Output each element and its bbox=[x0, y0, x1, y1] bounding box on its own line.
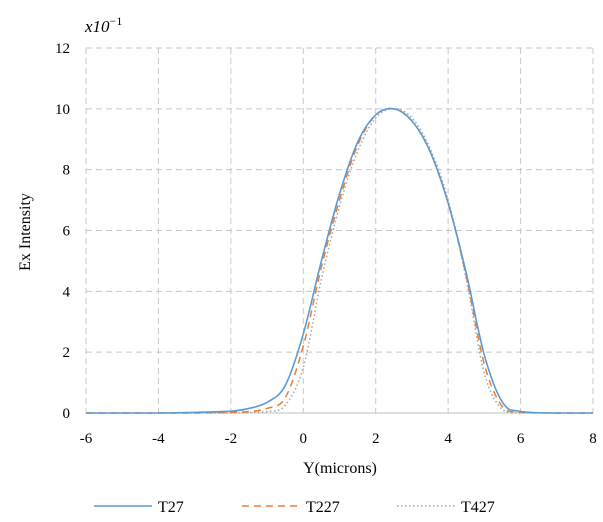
x-tick-label: 6 bbox=[517, 431, 525, 447]
legend-label-t227: T227 bbox=[306, 499, 340, 516]
multiplier-base: x10 bbox=[84, 17, 110, 36]
x-tick-label: -4 bbox=[152, 431, 165, 447]
series-line-t27 bbox=[85, 107, 593, 414]
y-axis-title: Ex Intensity bbox=[17, 193, 34, 271]
x-tick-label: -6 bbox=[80, 431, 93, 447]
tick-labels: 0 2 4 6 8 10 12 -6 -4 -2 0 2 4 6 8 bbox=[55, 41, 597, 447]
legend-label-t427: T427 bbox=[461, 499, 495, 516]
y-tick-label: 2 bbox=[63, 345, 71, 361]
y-tick-label: 6 bbox=[63, 224, 71, 240]
x-tick-label: 4 bbox=[444, 431, 452, 447]
x-tick-label: 0 bbox=[300, 431, 308, 447]
y-tick-label: 12 bbox=[55, 41, 70, 57]
x-axis-title: Y(microns) bbox=[303, 460, 377, 477]
y-tick-label: 10 bbox=[55, 102, 70, 118]
y-tick-label: 4 bbox=[63, 284, 71, 300]
x-tick-label: 8 bbox=[589, 431, 597, 447]
x-tick-label: 2 bbox=[372, 431, 380, 447]
x-tick-label: -2 bbox=[225, 431, 238, 447]
series-lines bbox=[85, 107, 593, 414]
legend-label-t27: T27 bbox=[158, 499, 184, 516]
legend: T27 T227 T427 bbox=[94, 499, 495, 516]
y-axis-multiplier: x10−1 bbox=[84, 14, 122, 36]
series-line-t427 bbox=[85, 108, 593, 414]
grid bbox=[85, 47, 594, 413]
y-tick-label: 0 bbox=[63, 406, 71, 422]
multiplier-exponent: −1 bbox=[110, 14, 123, 28]
series-line-t227 bbox=[85, 107, 593, 414]
y-tick-label: 8 bbox=[63, 163, 71, 179]
